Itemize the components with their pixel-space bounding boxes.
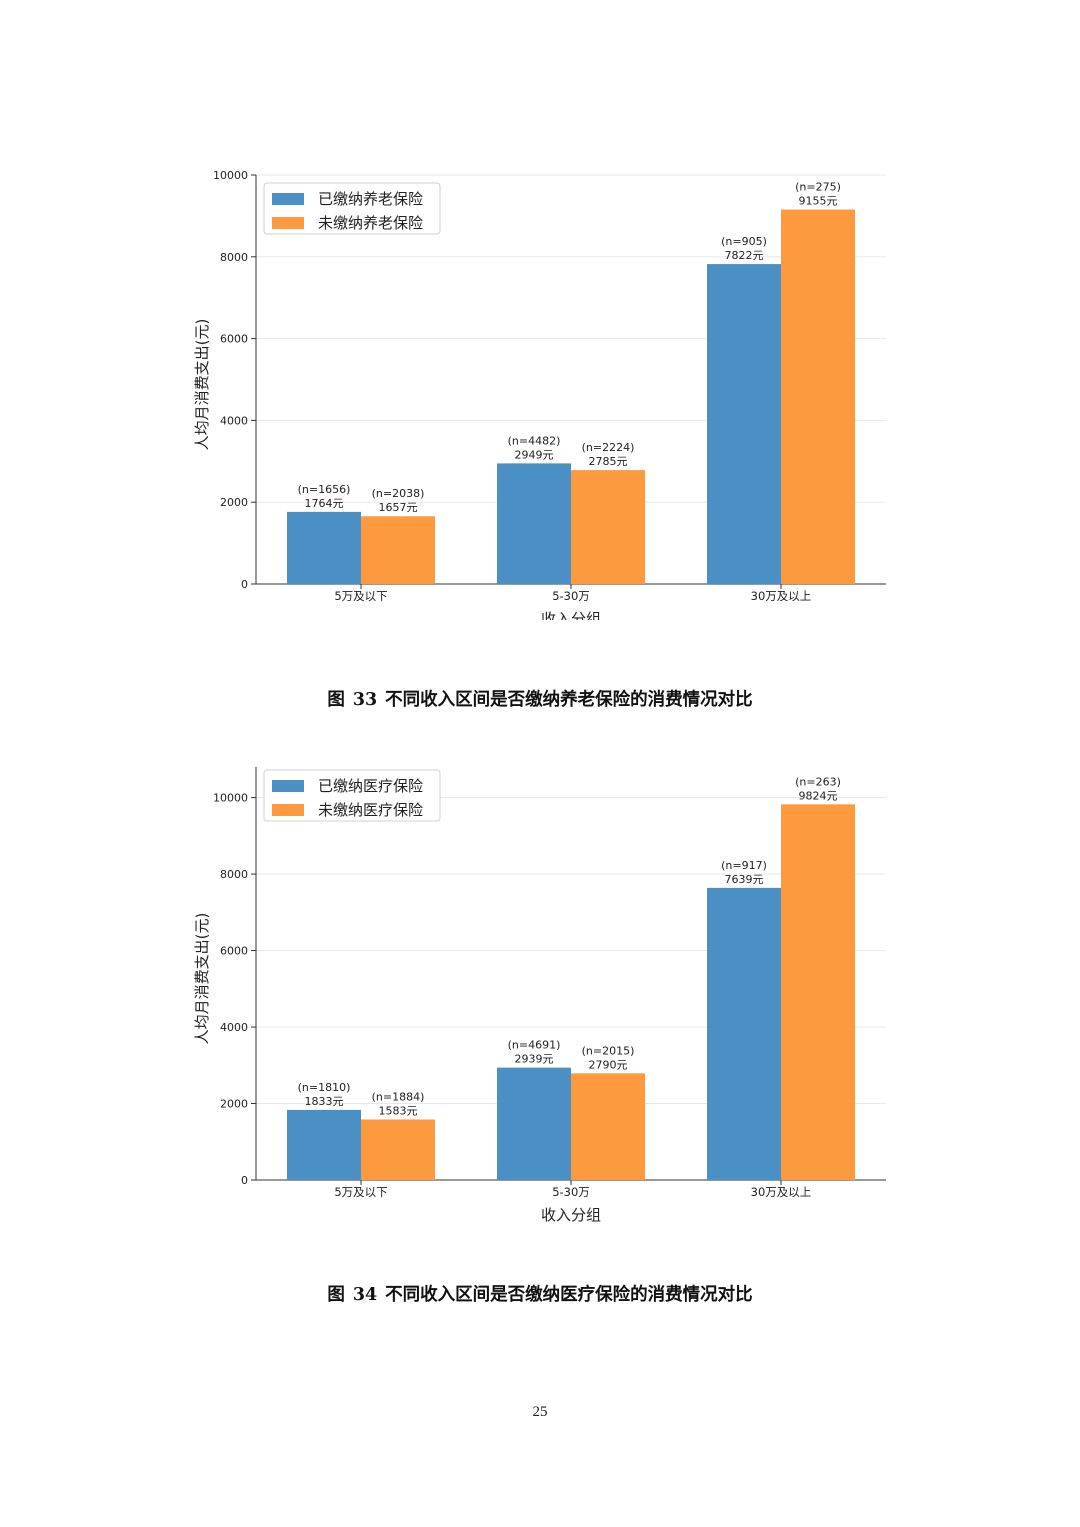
- bar-value-label: 1657元: [379, 501, 418, 514]
- legend-swatch: [272, 193, 304, 205]
- x-axis-label: 收入分组: [541, 1206, 601, 1224]
- chart-medical-insurance: 0 2000 4000 6000 8000 10000 5万及以下 (n=1810)1833元…: [193, 767, 886, 1224]
- bar-n-label: (n=275): [795, 181, 841, 194]
- bar-n-label: (n=2015): [582, 1044, 635, 1057]
- y-tick-label: 0: [241, 1174, 248, 1187]
- figure-caption-34: 图 34 不同收入区间是否缴纳医疗保险的消费情况对比: [0, 1281, 1080, 1306]
- caption-text: 不同收入区间是否缴纳养老保险的消费情况对比: [385, 690, 753, 710]
- y-tick-label: 4000: [220, 414, 248, 427]
- page-number: 25: [532, 1404, 548, 1420]
- bar: [287, 511, 361, 584]
- legend-frame: [263, 769, 441, 822]
- y-tick-label: 2000: [220, 496, 248, 509]
- bar-value-label: 2785元: [589, 455, 628, 468]
- bar: [781, 209, 855, 585]
- y-tick-label: 2000: [220, 1098, 248, 1111]
- bar-n-label: (n=1810): [298, 1081, 351, 1094]
- bar-value-label: 1764元: [305, 497, 344, 510]
- x-tick-label: 5万及以下: [334, 589, 387, 603]
- bar-value-label: 2949元: [515, 448, 554, 461]
- x-axis-label: 收入分组: [541, 610, 601, 620]
- legend-swatch: [272, 780, 304, 792]
- bar-n-label: (n=4482): [508, 434, 561, 447]
- bar-n-label: (n=263): [795, 775, 841, 788]
- x-tick-label: 30万及以上: [751, 1185, 812, 1199]
- y-tick-label: 6000: [220, 945, 248, 958]
- legend-label: 已缴纳医疗保险: [318, 777, 423, 795]
- bar: [287, 1109, 361, 1180]
- legend-label: 已缴纳养老保险: [318, 190, 423, 208]
- y-tick-label: 8000: [220, 868, 248, 881]
- caption-text: 不同收入区间是否缴纳医疗保险的消费情况对比: [385, 1285, 753, 1305]
- legend-frame: [263, 182, 441, 235]
- bar: [497, 463, 571, 584]
- caption-label: 图: [327, 690, 345, 710]
- x-tick-label: 30万及以上: [751, 589, 812, 603]
- y-tick-label: 6000: [220, 333, 248, 346]
- y-tick-label: 8000: [220, 251, 248, 264]
- bar-n-label: (n=2038): [372, 487, 425, 500]
- chart-pension-insurance: 0 2000 4000 6000 8000 10000 5万及以下 (n=1656)1764元…: [193, 169, 886, 620]
- bar-n-label: (n=2224): [582, 441, 635, 454]
- y-axis-label: 人均月消费支出(元): [193, 913, 211, 1045]
- bar: [781, 804, 855, 1180]
- bar: [361, 516, 435, 584]
- bar-n-label: (n=905): [721, 235, 767, 248]
- x-tick-label: 5-30万: [552, 1185, 590, 1199]
- y-tick-label: 0: [241, 578, 248, 591]
- y-tick-label: 10000: [213, 169, 248, 182]
- bar: [571, 470, 645, 584]
- bar-value-label: 9155元: [799, 195, 838, 208]
- y-axis-label: 人均月消费支出(元): [193, 319, 211, 451]
- bar-value-label: 9824元: [799, 789, 838, 802]
- caption-label: 图: [327, 1285, 345, 1305]
- bar: [497, 1067, 571, 1180]
- bar: [571, 1073, 645, 1180]
- bar-value-label: 7639元: [725, 873, 764, 886]
- caption-number: 33: [352, 690, 378, 710]
- legend-label: 未缴纳养老保险: [318, 214, 423, 232]
- bar-n-label: (n=1884): [372, 1090, 425, 1103]
- y-tick-label: 10000: [213, 792, 248, 805]
- bar-n-label: (n=1656): [298, 483, 351, 496]
- bar-value-label: 7822元: [725, 249, 764, 262]
- legend-swatch: [272, 804, 304, 816]
- bar-value-label: 1833元: [305, 1095, 344, 1108]
- bar: [361, 1119, 435, 1180]
- bar-value-label: 2790元: [589, 1058, 628, 1071]
- bar-n-label: (n=917): [721, 859, 767, 872]
- x-tick-label: 5-30万: [552, 589, 590, 603]
- bar-value-label: 1583元: [379, 1104, 418, 1117]
- caption-number: 34: [352, 1285, 378, 1305]
- bar-n-label: (n=4691): [508, 1039, 561, 1052]
- legend-swatch: [272, 217, 304, 229]
- bar: [707, 264, 781, 584]
- x-tick-label: 5万及以下: [334, 1185, 387, 1199]
- bar: [707, 887, 781, 1180]
- figure-caption-33: 图 33 不同收入区间是否缴纳养老保险的消费情况对比: [0, 686, 1080, 711]
- legend-label: 未缴纳医疗保险: [318, 801, 423, 819]
- y-tick-label: 4000: [220, 1021, 248, 1034]
- bar-value-label: 2939元: [515, 1053, 554, 1066]
